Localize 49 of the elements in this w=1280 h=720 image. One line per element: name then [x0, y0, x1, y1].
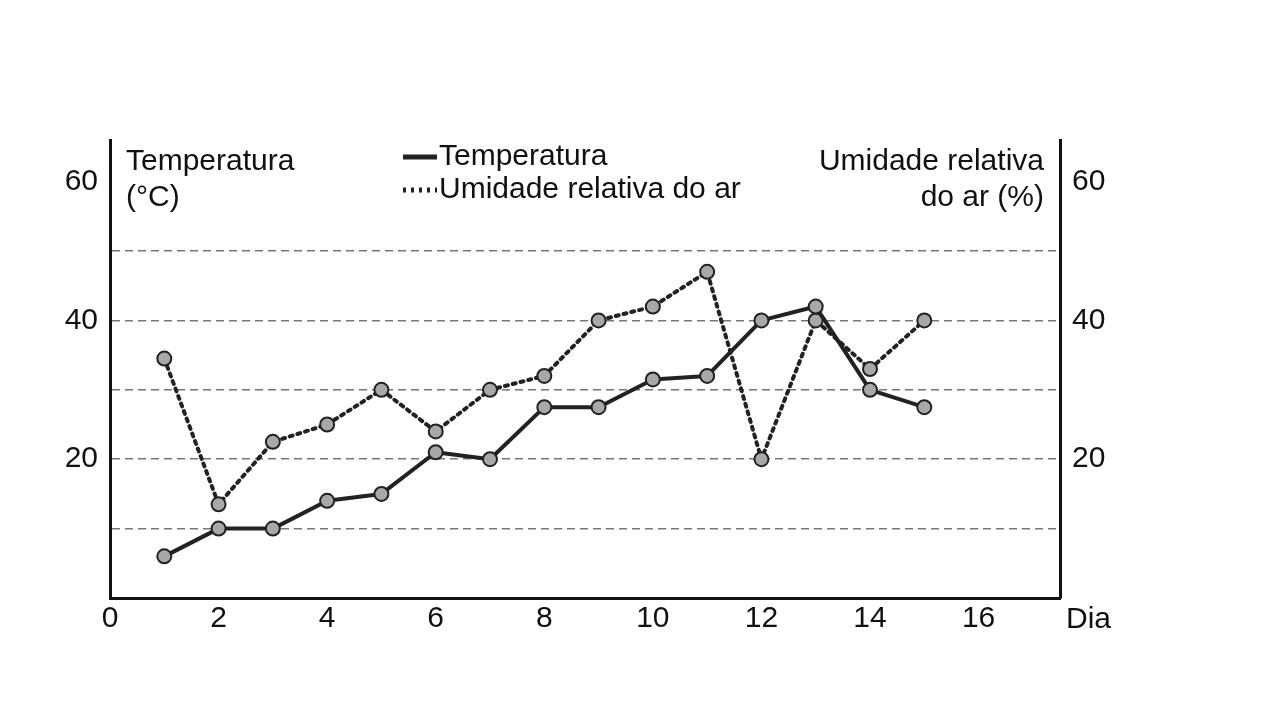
- y-tick-label: 40: [64, 301, 98, 335]
- point: [156, 350, 173, 367]
- x-tick-label: 10: [636, 600, 670, 634]
- point: [482, 451, 498, 468]
- point: [807, 298, 824, 315]
- point: [427, 423, 444, 440]
- x-tick-label: 4: [318, 600, 336, 634]
- point: [862, 361, 878, 377]
- point: [536, 399, 553, 416]
- y-tick-label: 20: [64, 440, 98, 474]
- y2-tick-label: 40: [1072, 301, 1106, 335]
- point: [590, 399, 607, 416]
- point: [264, 520, 281, 537]
- y2-tick-label: 20: [1072, 440, 1106, 474]
- point: [753, 451, 770, 468]
- point: [210, 496, 227, 513]
- point: [319, 492, 336, 509]
- point: [156, 548, 173, 565]
- y-tick-label: 60: [64, 162, 98, 196]
- point: [862, 381, 878, 398]
- x-tick-label: 8: [535, 600, 553, 634]
- point: [644, 298, 661, 315]
- point: [644, 371, 661, 388]
- point: [916, 399, 933, 416]
- x-axis-title: Dia: [1066, 601, 1112, 635]
- x-tick-label: 16: [961, 600, 996, 634]
- y2-tick-label: 60: [1072, 162, 1106, 196]
- point: [753, 312, 770, 329]
- x-tick-label: 2: [210, 600, 227, 634]
- point: [536, 367, 553, 384]
- point: [373, 485, 390, 502]
- legend-label: Umidade relativa do ar: [439, 171, 741, 205]
- point: [264, 433, 281, 450]
- point: [373, 381, 390, 398]
- x-tick-label: 14: [853, 600, 887, 634]
- y2-axis-title: Umidade relativa do ar (%): [818, 143, 1045, 213]
- point: [482, 381, 498, 398]
- point: [319, 416, 336, 433]
- x-tick-label: 0: [101, 600, 119, 634]
- x-tick-label: 12: [744, 600, 779, 634]
- y-axis-title: Temperatura (°C): [126, 143, 295, 213]
- point: [916, 312, 933, 329]
- point: [699, 367, 716, 384]
- point: [699, 263, 716, 280]
- point: [427, 444, 444, 461]
- legend-label: Temperatura: [439, 138, 608, 172]
- x-tick-label: 6: [427, 600, 445, 634]
- point: [590, 312, 607, 329]
- point: [210, 520, 227, 537]
